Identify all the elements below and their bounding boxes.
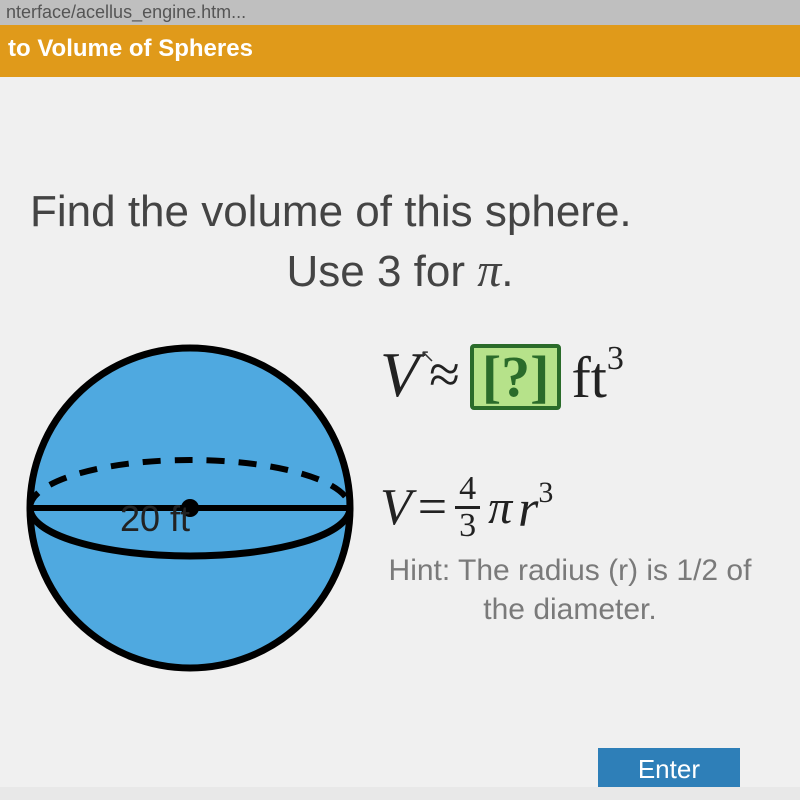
formula-pi: π: [488, 480, 512, 535]
prompt-line-2: Use 3 for π.: [30, 243, 770, 298]
content-area: Find the volume of this sphere. Use 3 fo…: [0, 77, 800, 787]
prompt-suffix: .: [501, 247, 513, 296]
formula-V: V: [380, 478, 412, 537]
pi-symbol: π: [477, 244, 501, 297]
prompt-prefix: Use 3 for: [286, 247, 477, 296]
volume-expression: V ≈ ↖ [?] ft3: [380, 338, 770, 412]
enter-button[interactable]: Enter: [598, 748, 740, 787]
diameter-label: 20 ft: [120, 498, 190, 540]
formula: V = 4 3 π r3: [380, 472, 770, 543]
cursor-icon: ↖: [420, 346, 435, 367]
answer-input-box[interactable]: [?]: [470, 344, 562, 410]
sphere-diagram: 20 ft: [20, 338, 360, 678]
formula-fraction: 4 3: [455, 472, 480, 543]
hint-text: Hint: The radius (r) is 1/2 of the diame…: [380, 551, 760, 629]
formula-r: r3: [518, 476, 553, 539]
page-title-bar: to Volume of Spheres: [0, 25, 800, 77]
unit-label: ft3: [571, 340, 623, 411]
formula-eq: =: [418, 478, 447, 537]
volume-V: V: [380, 338, 419, 412]
url-fragment: nterface/acellus_engine.htm...: [0, 0, 800, 25]
prompt-line-1: Find the volume of this sphere.: [30, 187, 770, 237]
